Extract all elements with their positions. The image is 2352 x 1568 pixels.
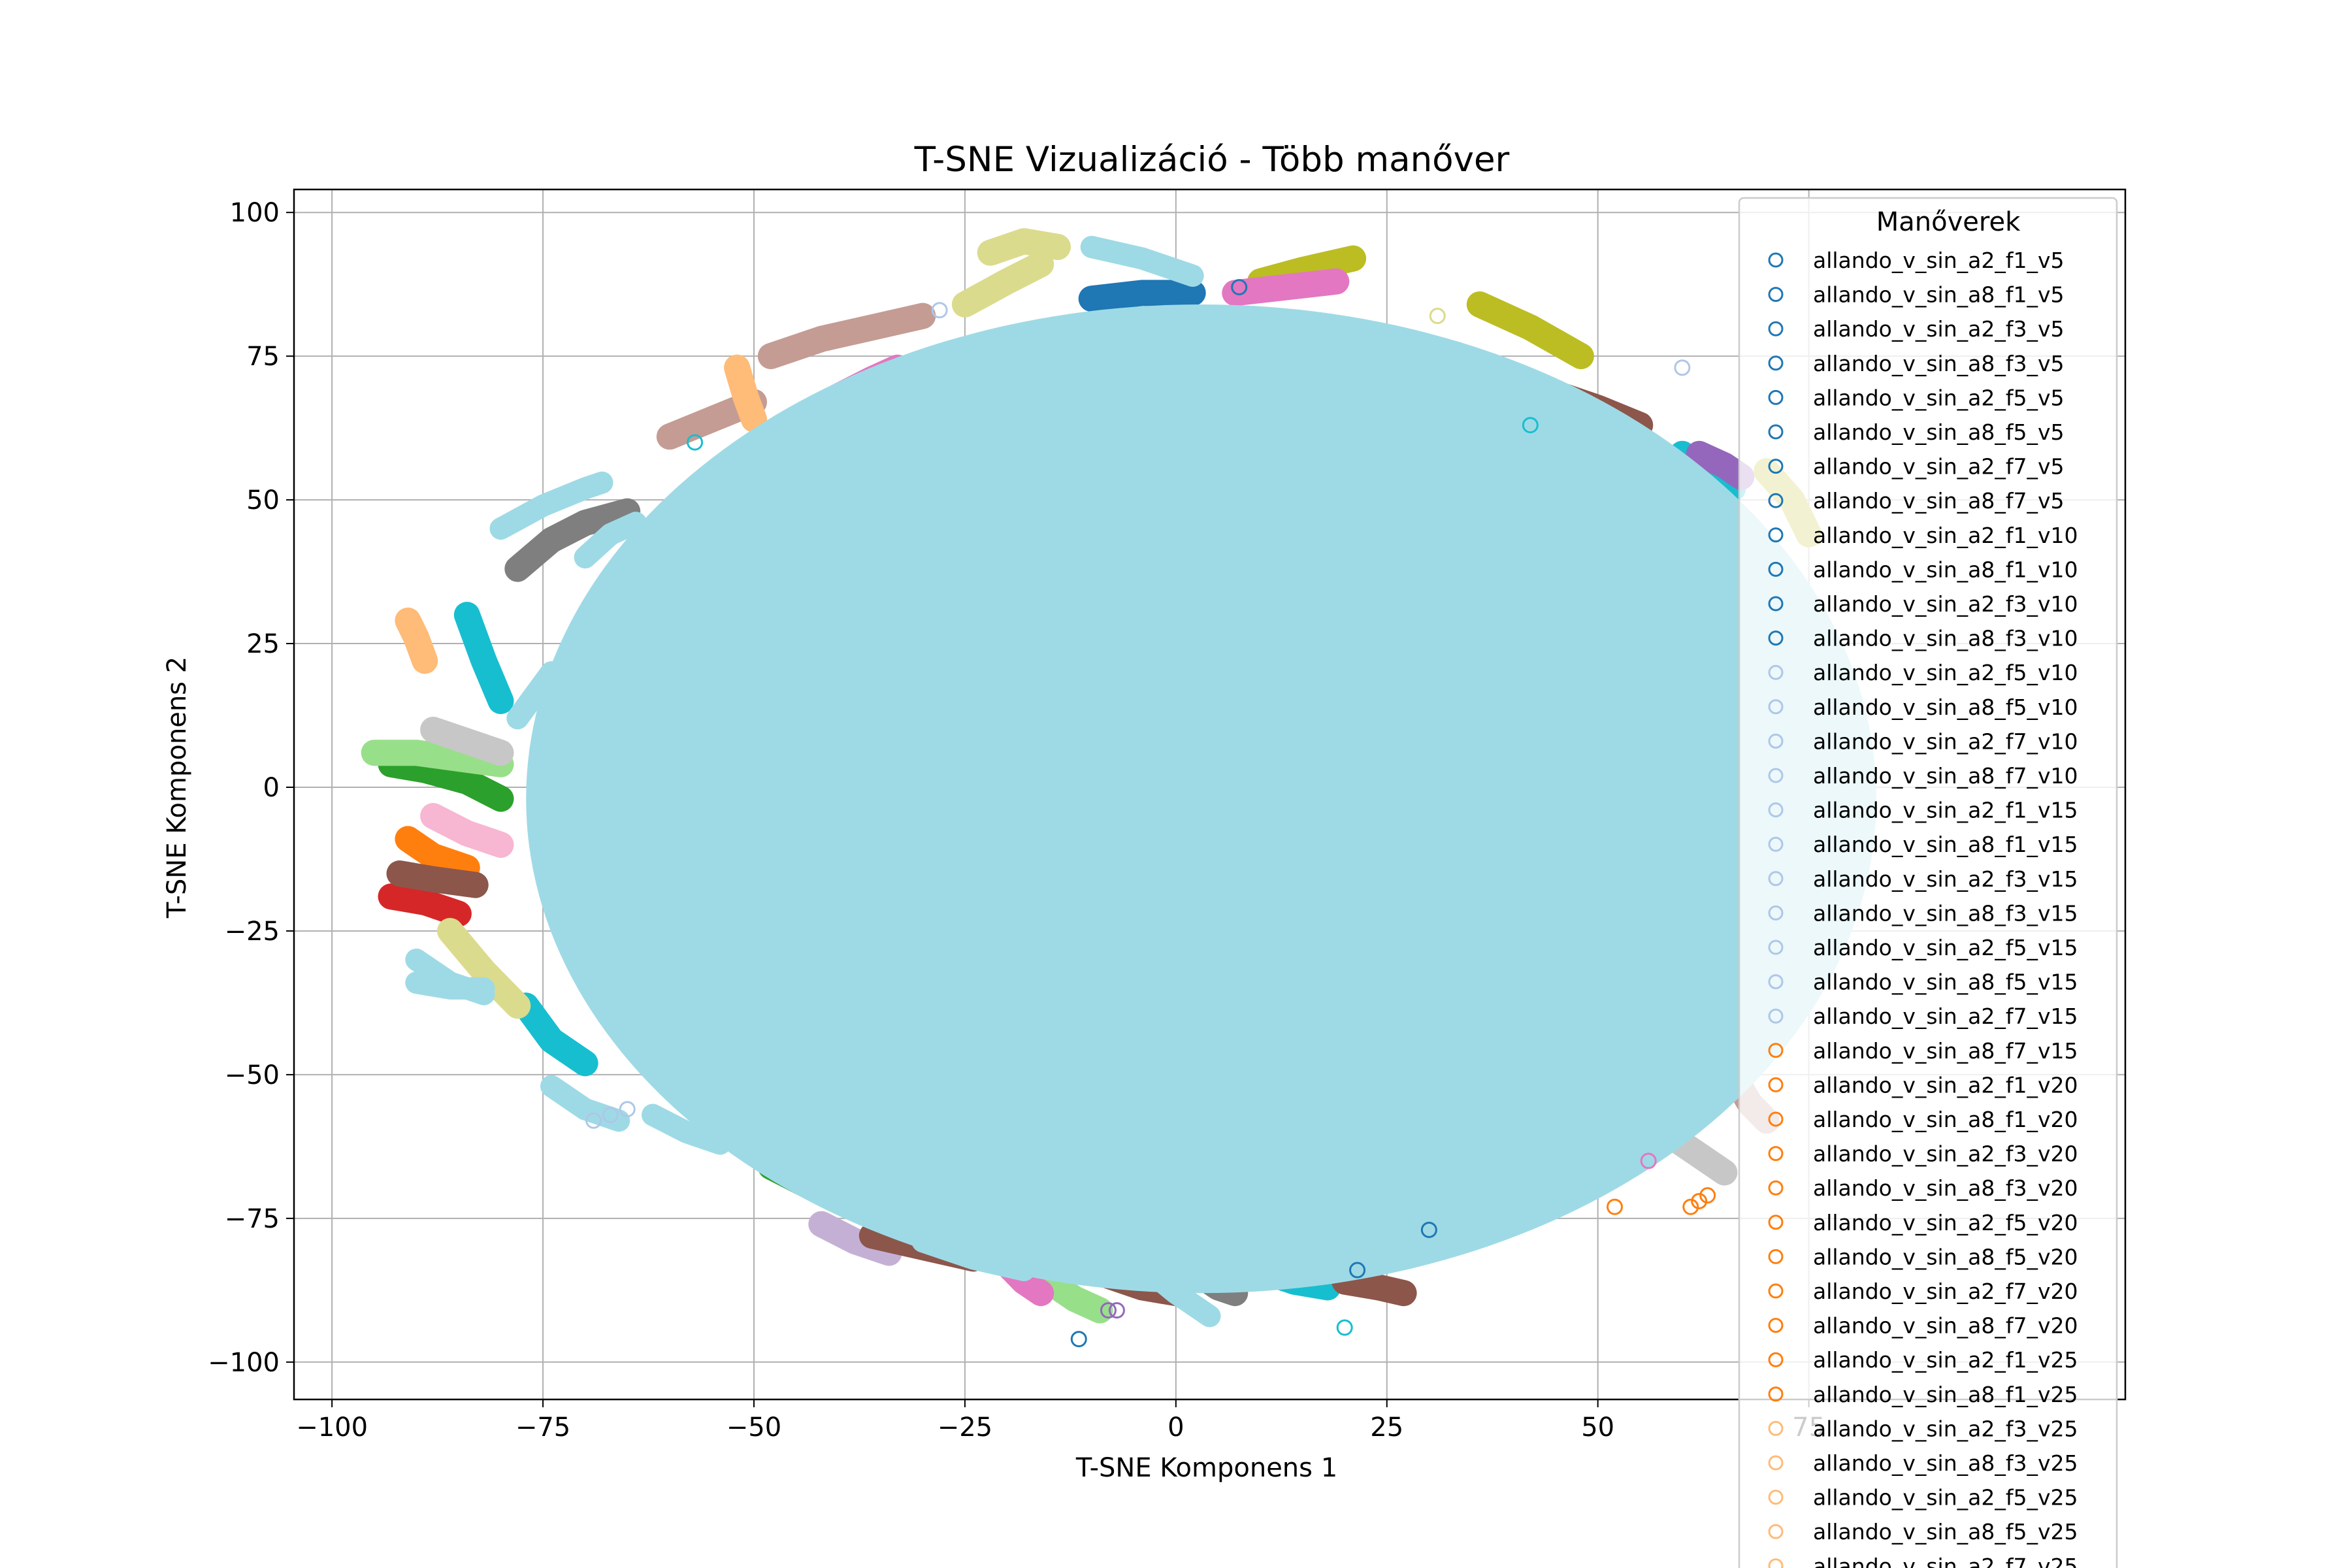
legend-label: allando_v_sin_a8_f5_v20	[1813, 1244, 2078, 1269]
legend-label: allando_v_sin_a8_f1_v20	[1813, 1107, 2078, 1132]
legend-label: allando_v_sin_a8_f5_v10	[1813, 694, 2078, 720]
legend-label: allando_v_sin_a2_f5_v15	[1813, 935, 2078, 960]
legend-label: allando_v_sin_a2_f7_v20	[1813, 1279, 2078, 1304]
edge-strand	[1345, 1282, 1403, 1294]
legend-label: allando_v_sin_a8_f7_v15	[1813, 1038, 2078, 1064]
x-tick-label: −50	[727, 1413, 781, 1443]
legend-label: allando_v_sin_a8_f5_v15	[1813, 970, 2078, 995]
x-tick-label: 50	[1581, 1413, 1614, 1443]
legend-label: allando_v_sin_a8_f1_v15	[1813, 832, 2078, 857]
legend: Manőverek allando_v_sin_a2_f1_v5 allando_…	[1739, 198, 2117, 1568]
legend-label: allando_v_sin_a2_f3_v15	[1813, 866, 2078, 892]
y-tick-label: 100	[230, 198, 280, 228]
edge-strand	[408, 621, 425, 661]
legend-title: Manőverek	[1876, 207, 2021, 237]
edge-strand	[400, 874, 476, 885]
legend-label: allando_v_sin_a2_f1_v5	[1813, 248, 2065, 273]
legend-label: allando_v_sin_a8_f3_v5	[1813, 351, 2065, 376]
x-tick-label: 25	[1370, 1413, 1403, 1443]
y-tick-label: 50	[246, 485, 280, 515]
legend-label: allando_v_sin_a2_f7_v10	[1813, 728, 2078, 754]
legend-label: allando_v_sin_a8_f3_v25	[1813, 1450, 2078, 1476]
x-tick-label: 0	[1168, 1413, 1184, 1443]
legend-label: allando_v_sin_a2_f1_v10	[1813, 523, 2078, 548]
legend-label: allando_v_sin_a2_f3_v20	[1813, 1141, 2078, 1167]
y-tick-label: −75	[225, 1204, 280, 1234]
y-tick-label: 0	[263, 773, 280, 803]
edge-strand	[391, 896, 459, 913]
legend-label: allando_v_sin_a2_f7_v15	[1813, 1004, 2078, 1029]
legend-label: allando_v_sin_a8_f7_v10	[1813, 763, 2078, 789]
x-tick-label: −75	[515, 1413, 570, 1443]
chart-title: T-SNE Vizualizáció - Több manőver	[914, 140, 1510, 180]
legend-label: allando_v_sin_a8_f1_v5	[1813, 282, 2065, 308]
legend-label: allando_v_sin_a8_f7_v5	[1813, 488, 2065, 514]
legend-label: allando_v_sin_a2_f1_v25	[1813, 1347, 2078, 1373]
y-tick-label: −100	[208, 1348, 280, 1378]
legend-label: allando_v_sin_a2_f5_v5	[1813, 385, 2065, 410]
edge-strand	[1092, 293, 1193, 299]
legend-label: allando_v_sin_a2_f5_v25	[1813, 1485, 2078, 1511]
legend-label: allando_v_sin_a2_f5_v10	[1813, 660, 2078, 685]
legend-label: allando_v_sin_a2_f5_v20	[1813, 1210, 2078, 1235]
legend-label: allando_v_sin_a8_f3_v15	[1813, 900, 2078, 926]
legend-label: allando_v_sin_a2_f3_v25	[1813, 1416, 2078, 1441]
legend-label: allando_v_sin_a2_f1_v20	[1813, 1072, 2078, 1098]
y-tick-label: −25	[225, 917, 280, 947]
legend-label: allando_v_sin_a2_f1_v15	[1813, 798, 2078, 823]
edge-strand	[737, 368, 754, 419]
legend-label: allando_v_sin_a8_f5_v25	[1813, 1519, 2078, 1544]
cloud-strand	[416, 983, 483, 988]
y-tick-label: 25	[246, 629, 280, 659]
legend-label: allando_v_sin_a2_f3_v10	[1813, 591, 2078, 617]
legend-label: allando_v_sin_a8_f3_v10	[1813, 626, 2078, 651]
edge-strand	[990, 241, 1058, 253]
legend-label: allando_v_sin_a8_f1_v25	[1813, 1382, 2078, 1407]
x-tick-label: −100	[296, 1413, 368, 1443]
legend-label: allando_v_sin_a8_f5_v5	[1813, 419, 2065, 445]
legend-label: allando_v_sin_a8_f7_v20	[1813, 1313, 2078, 1339]
y-axis-label: T-SNE Komponens 2	[162, 657, 192, 919]
legend-label: allando_v_sin_a2_f3_v5	[1813, 316, 2065, 342]
x-axis-label: T-SNE Komponens 1	[1075, 1453, 1337, 1483]
x-tick-label: −25	[938, 1413, 992, 1443]
legend-label: allando_v_sin_a8_f3_v20	[1813, 1175, 2078, 1201]
edge-strand	[1235, 282, 1336, 293]
legend-label: allando_v_sin_a2_f7_v5	[1813, 454, 2065, 480]
y-tick-label: −50	[225, 1060, 280, 1090]
legend-label: allando_v_sin_a2_f7_v25	[1813, 1554, 2078, 1568]
y-tick-label: 75	[246, 342, 280, 372]
legend-label: allando_v_sin_a8_f1_v10	[1813, 557, 2078, 582]
